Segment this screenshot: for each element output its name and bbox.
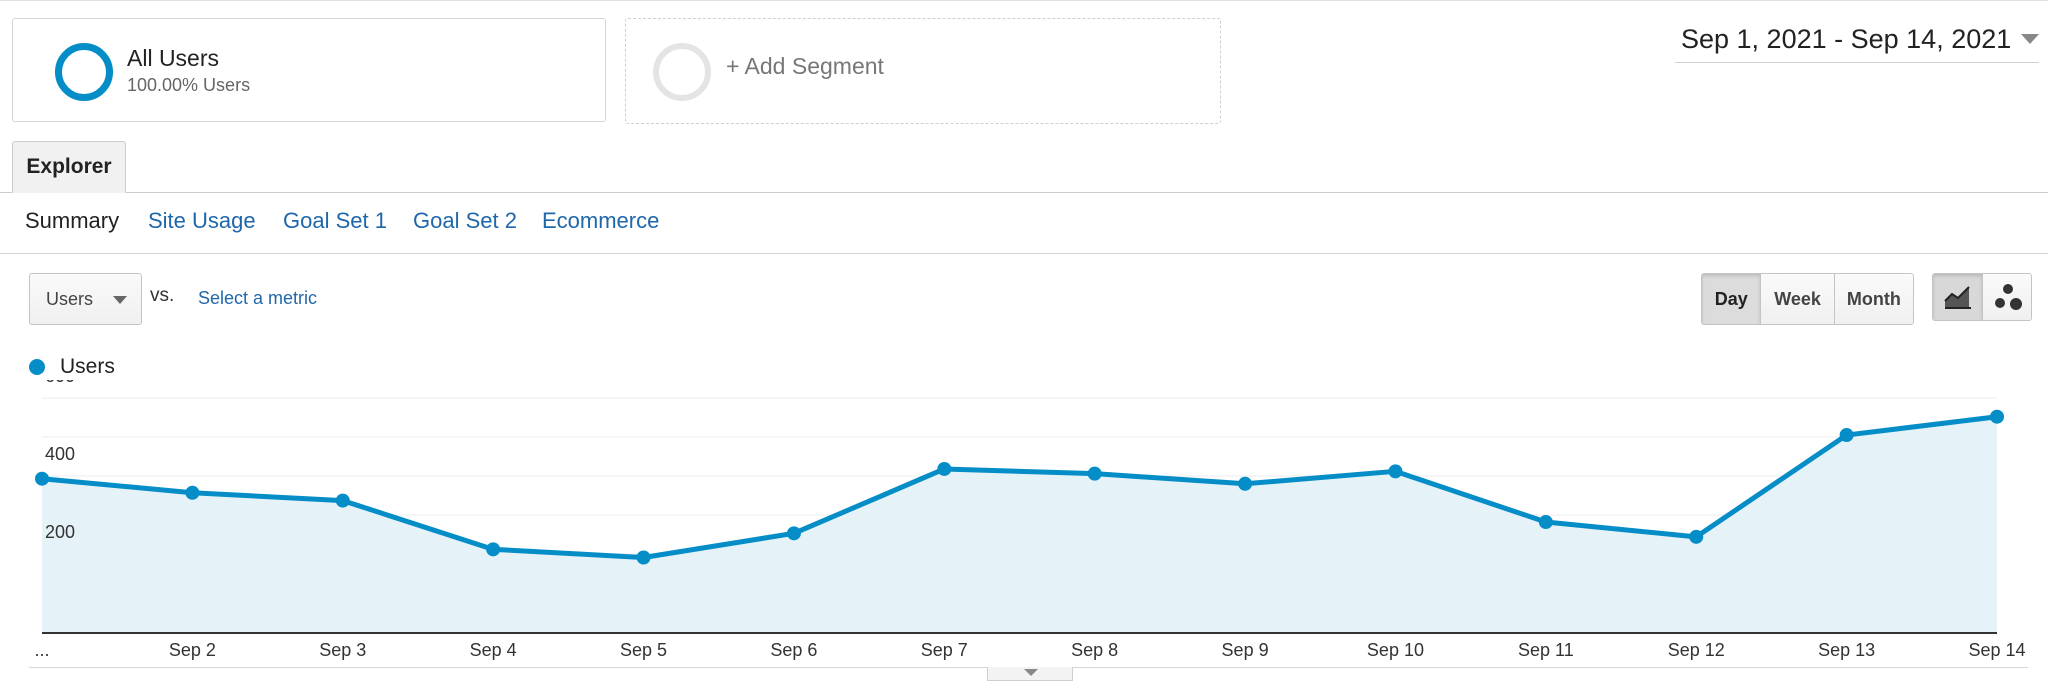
tab-explorer[interactable]: Explorer bbox=[12, 141, 126, 193]
x-tick-label: Sep 8 bbox=[1071, 640, 1118, 660]
subtab-summary[interactable]: Summary bbox=[25, 208, 120, 233]
chevron-down-icon bbox=[2021, 34, 2039, 44]
data-point-11 bbox=[1689, 529, 1704, 544]
day-button[interactable]: Day bbox=[1702, 274, 1762, 324]
add-segment-button[interactable]: + Add Segment bbox=[625, 18, 1221, 124]
chevron-down-icon bbox=[113, 296, 127, 304]
data-point-10 bbox=[1538, 515, 1553, 530]
metric-dropdown-label: Users bbox=[46, 289, 94, 309]
x-tick-label: Sep 5 bbox=[620, 640, 667, 660]
subtab-goal-set-2[interactable]: Goal Set 2 bbox=[413, 208, 517, 233]
data-point-6 bbox=[937, 461, 952, 476]
chart-type-toggle bbox=[1932, 273, 2032, 321]
data-point-9 bbox=[1388, 464, 1403, 479]
period-toggle: Day Week Month bbox=[1701, 273, 1914, 325]
x-tick-label: Sep 4 bbox=[470, 640, 517, 660]
date-range-picker[interactable]: Sep 1, 2021 - Sep 14, 2021 bbox=[1675, 20, 2039, 63]
x-tick-label: Sep 3 bbox=[319, 640, 366, 660]
date-range-text: Sep 1, 2021 - Sep 14, 2021 bbox=[1681, 24, 2012, 54]
add-segment-ring-icon bbox=[653, 43, 711, 101]
segment-all-users[interactable]: All Users 100.00% Users bbox=[12, 18, 606, 122]
data-point-13 bbox=[1990, 409, 2004, 424]
data-point-12 bbox=[1839, 428, 1854, 443]
line-chart-button[interactable] bbox=[1933, 274, 1982, 320]
subtab-goal-set-1[interactable]: Goal Set 1 bbox=[283, 208, 387, 233]
data-point-7 bbox=[1087, 466, 1102, 481]
data-point-1 bbox=[185, 485, 200, 500]
legend-users-label: Users bbox=[60, 355, 115, 378]
series-users-line bbox=[41, 414, 1998, 561]
bubble-chart-icon bbox=[1994, 284, 2022, 310]
x-tick-label: Sep 13 bbox=[1818, 640, 1875, 660]
subtab-site-usage[interactable]: Site Usage bbox=[148, 208, 256, 233]
y-tick-label: 400 bbox=[45, 444, 75, 464]
top-divider bbox=[0, 0, 2048, 1]
subtab-ecommerce[interactable]: Ecommerce bbox=[542, 208, 660, 233]
x-tick-label: Sep 10 bbox=[1367, 640, 1424, 660]
legend-users-swatch bbox=[29, 359, 45, 375]
motion-chart-button[interactable] bbox=[1981, 274, 2031, 320]
y-tick-label: 600 bbox=[45, 380, 75, 386]
x-tick-label: Sep 12 bbox=[1668, 640, 1725, 660]
x-tick-label: Sep 11 bbox=[1518, 640, 1574, 660]
data-point-0 bbox=[35, 471, 49, 486]
vs-label: vs. bbox=[150, 285, 175, 306]
select-metric-link[interactable]: Select a metric bbox=[198, 288, 318, 308]
data-point-2 bbox=[335, 493, 350, 508]
collapse-chart-handle[interactable] bbox=[987, 667, 1073, 681]
x-tick-label: ... bbox=[34, 640, 49, 660]
add-segment-label: + Add Segment bbox=[726, 53, 884, 79]
data-point-3 bbox=[486, 542, 501, 557]
data-point-8 bbox=[1238, 476, 1253, 491]
users-line-chart: 200 400 600... Sep 2 Sep 3 Sep 4 Sep 5 Sep 6 Sep… bbox=[34, 380, 2025, 660]
segment-percent: 100.00% Users bbox=[127, 75, 251, 95]
x-tick-label: Sep 7 bbox=[921, 640, 968, 660]
data-point-5 bbox=[786, 526, 801, 541]
chevron-down-icon bbox=[1024, 669, 1038, 676]
y-tick-label: 200 bbox=[45, 522, 75, 542]
x-tick-label: Sep 2 bbox=[169, 640, 216, 660]
x-tick-label: Sep 9 bbox=[1222, 640, 1269, 660]
month-button[interactable]: Month bbox=[1834, 274, 1913, 324]
metric-dropdown[interactable]: Users bbox=[29, 273, 142, 325]
x-tick-label: Sep 6 bbox=[770, 640, 817, 660]
week-button[interactable]: Week bbox=[1761, 274, 1835, 324]
tab-divider bbox=[0, 192, 2048, 193]
subtab-divider bbox=[0, 253, 2048, 254]
x-tick-label: Sep 14 bbox=[1968, 640, 2025, 660]
series-users-area bbox=[42, 416, 1997, 632]
segment-ring-icon bbox=[55, 43, 113, 101]
line-chart-icon bbox=[1944, 286, 1971, 309]
data-point-4 bbox=[636, 550, 651, 565]
segment-name: All Users bbox=[127, 45, 220, 71]
